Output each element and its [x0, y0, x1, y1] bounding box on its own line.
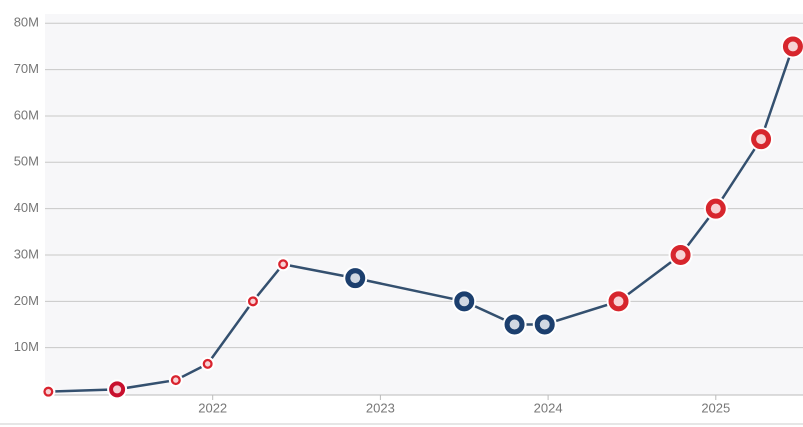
point-marker-inner	[509, 319, 520, 330]
plot-area	[45, 14, 803, 395]
y-tick-label: 20M	[14, 293, 39, 308]
y-tick-label: 70M	[14, 61, 39, 76]
point-marker-inner	[45, 388, 52, 395]
point-marker-inner	[613, 296, 624, 307]
point-marker-inner	[459, 296, 470, 307]
point-marker-inner	[250, 298, 256, 305]
y-tick-label: 60M	[14, 107, 39, 122]
x-tick-label: 2025	[701, 400, 730, 415]
y-tick-label: 10M	[14, 339, 39, 354]
point-marker-inner	[280, 261, 286, 267]
y-tick-label: 50M	[14, 154, 39, 169]
point-marker-inner	[173, 377, 179, 383]
point-marker-inner	[539, 319, 550, 330]
y-tick-label: 80M	[14, 15, 39, 30]
point-marker-inner	[204, 361, 211, 367]
x-tick-label: 2023	[366, 400, 395, 415]
point-marker-inner	[113, 385, 122, 394]
point-marker-inner	[787, 41, 798, 52]
x-tick-label: 2022	[198, 400, 227, 415]
y-tick-label: 30M	[14, 246, 39, 261]
point-marker-inner	[350, 273, 361, 284]
y-tick-label: 40M	[14, 200, 39, 215]
point-marker-inner	[756, 134, 767, 145]
x-tick-label: 2024	[534, 400, 563, 415]
point-marker-inner	[675, 250, 686, 260]
point-marker-inner	[710, 203, 721, 214]
